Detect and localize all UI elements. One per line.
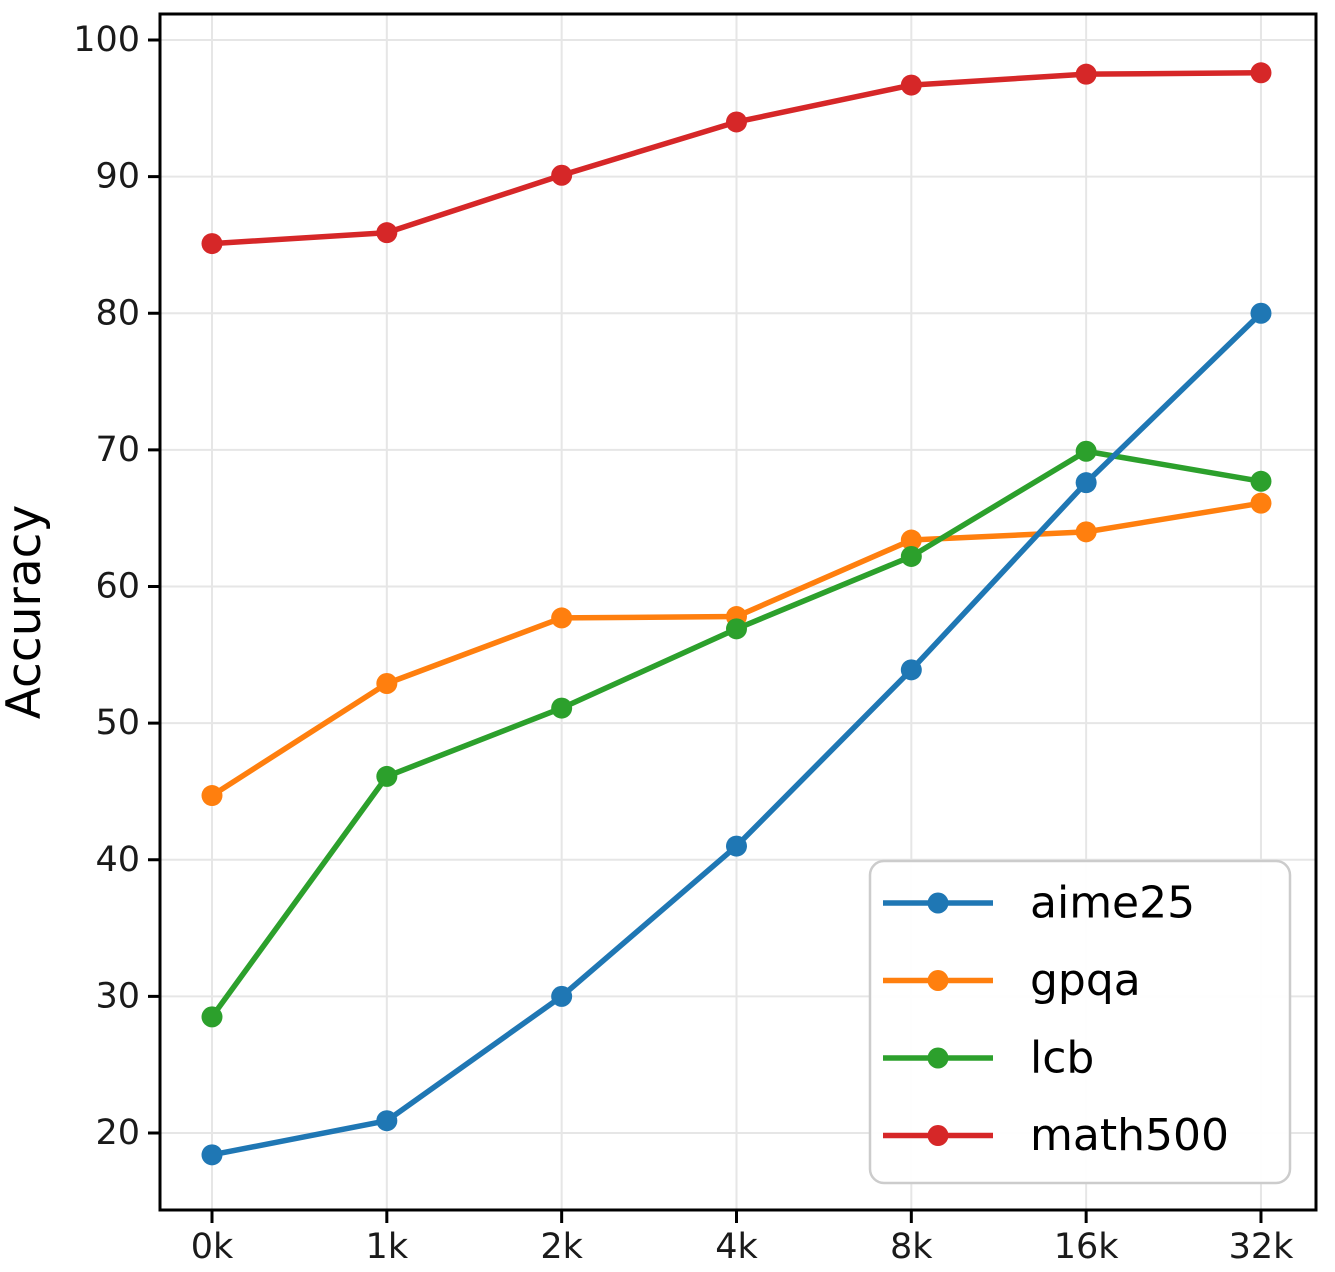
y-tick-label-40: 40 xyxy=(95,840,140,880)
data-point-aime25-32k xyxy=(1250,302,1272,324)
legend-box xyxy=(868,859,1292,1185)
axis-ticks xyxy=(148,38,1263,1223)
legend-label-lcb: lcb xyxy=(1030,1033,1094,1084)
y-tick-label-100: 100 xyxy=(73,20,140,60)
data-point-gpqa-2k xyxy=(551,607,573,629)
y-tick-label-70: 70 xyxy=(95,430,140,470)
data-point-math500-0k xyxy=(201,233,223,255)
x-tick-label-16k: 16k xyxy=(1054,1227,1120,1267)
data-point-lcb-8k xyxy=(900,545,922,567)
y-tick-label-30: 30 xyxy=(95,976,140,1016)
data-point-math500-2k xyxy=(551,164,573,186)
data-point-lcb-1k xyxy=(376,765,398,787)
data-point-lcb-4k xyxy=(725,618,747,640)
legend-label-aime25: aime25 xyxy=(1030,878,1195,929)
data-point-aime25-0k xyxy=(201,1144,223,1166)
data-point-gpqa-32k xyxy=(1250,492,1272,514)
data-point-aime25-16k xyxy=(1075,472,1097,494)
data-point-math500-16k xyxy=(1075,63,1097,85)
legend-swatch-marker-aime25 xyxy=(927,892,949,914)
legend: aime25 gpqa lcb math500 xyxy=(868,859,1292,1185)
x-tick-label-1k: 1k xyxy=(366,1227,409,1267)
data-point-gpqa-8k xyxy=(900,529,922,551)
series-lcb xyxy=(201,440,1272,1028)
series-aime25 xyxy=(201,302,1272,1166)
x-tick-label-4k: 4k xyxy=(715,1227,758,1267)
axis-tick-labels: 20 30 40 50 60 70 80 90 100 0k 1k 2k 4k 8k 16k 32k xyxy=(73,20,1294,1267)
y-tick-label-80: 80 xyxy=(95,293,140,333)
data-point-aime25-2k xyxy=(551,985,573,1007)
data-point-aime25-1k xyxy=(376,1110,398,1132)
data-point-gpqa-0k xyxy=(201,785,223,807)
y-tick-label-60: 60 xyxy=(95,567,140,607)
y-axis-label: Accuracy xyxy=(0,505,52,720)
data-point-aime25-4k xyxy=(725,835,747,857)
x-tick-label-2k: 2k xyxy=(540,1227,583,1267)
y-tick-label-90: 90 xyxy=(95,157,140,197)
legend-item-lcb: lcb xyxy=(883,1033,1094,1084)
x-tick-label-0k: 0k xyxy=(191,1227,234,1267)
y-tick-label-20: 20 xyxy=(95,1113,140,1153)
data-point-math500-32k xyxy=(1250,62,1272,84)
data-point-aime25-8k xyxy=(900,659,922,681)
legend-swatch-marker-math500 xyxy=(927,1125,949,1146)
legend-swatch-marker-lcb xyxy=(927,1047,949,1069)
series-math500 xyxy=(201,62,1272,255)
data-point-lcb-2k xyxy=(551,697,573,719)
data-point-math500-8k xyxy=(900,74,922,96)
legend-label-math500: math500 xyxy=(1030,1110,1229,1161)
data-point-math500-1k xyxy=(376,222,398,244)
x-tick-label-32k: 32k xyxy=(1229,1227,1295,1267)
legend-label-gpqa: gpqa xyxy=(1030,955,1141,1006)
data-point-lcb-32k xyxy=(1250,470,1272,492)
legend-swatch-marker-gpqa xyxy=(927,970,949,991)
data-point-lcb-16k xyxy=(1075,440,1097,462)
legend-item-math500: math500 xyxy=(883,1110,1229,1161)
data-point-math500-4k xyxy=(725,111,747,133)
data-point-gpqa-1k xyxy=(376,673,398,695)
data-point-lcb-0k xyxy=(201,1006,223,1028)
data-point-gpqa-16k xyxy=(1075,521,1097,543)
legend-item-gpqa: gpqa xyxy=(883,955,1141,1006)
x-tick-label-8k: 8k xyxy=(890,1227,933,1267)
plot-area xyxy=(158,12,1318,1212)
y-tick-label-50: 50 xyxy=(95,703,140,743)
legend-item-aime25: aime25 xyxy=(883,878,1195,929)
